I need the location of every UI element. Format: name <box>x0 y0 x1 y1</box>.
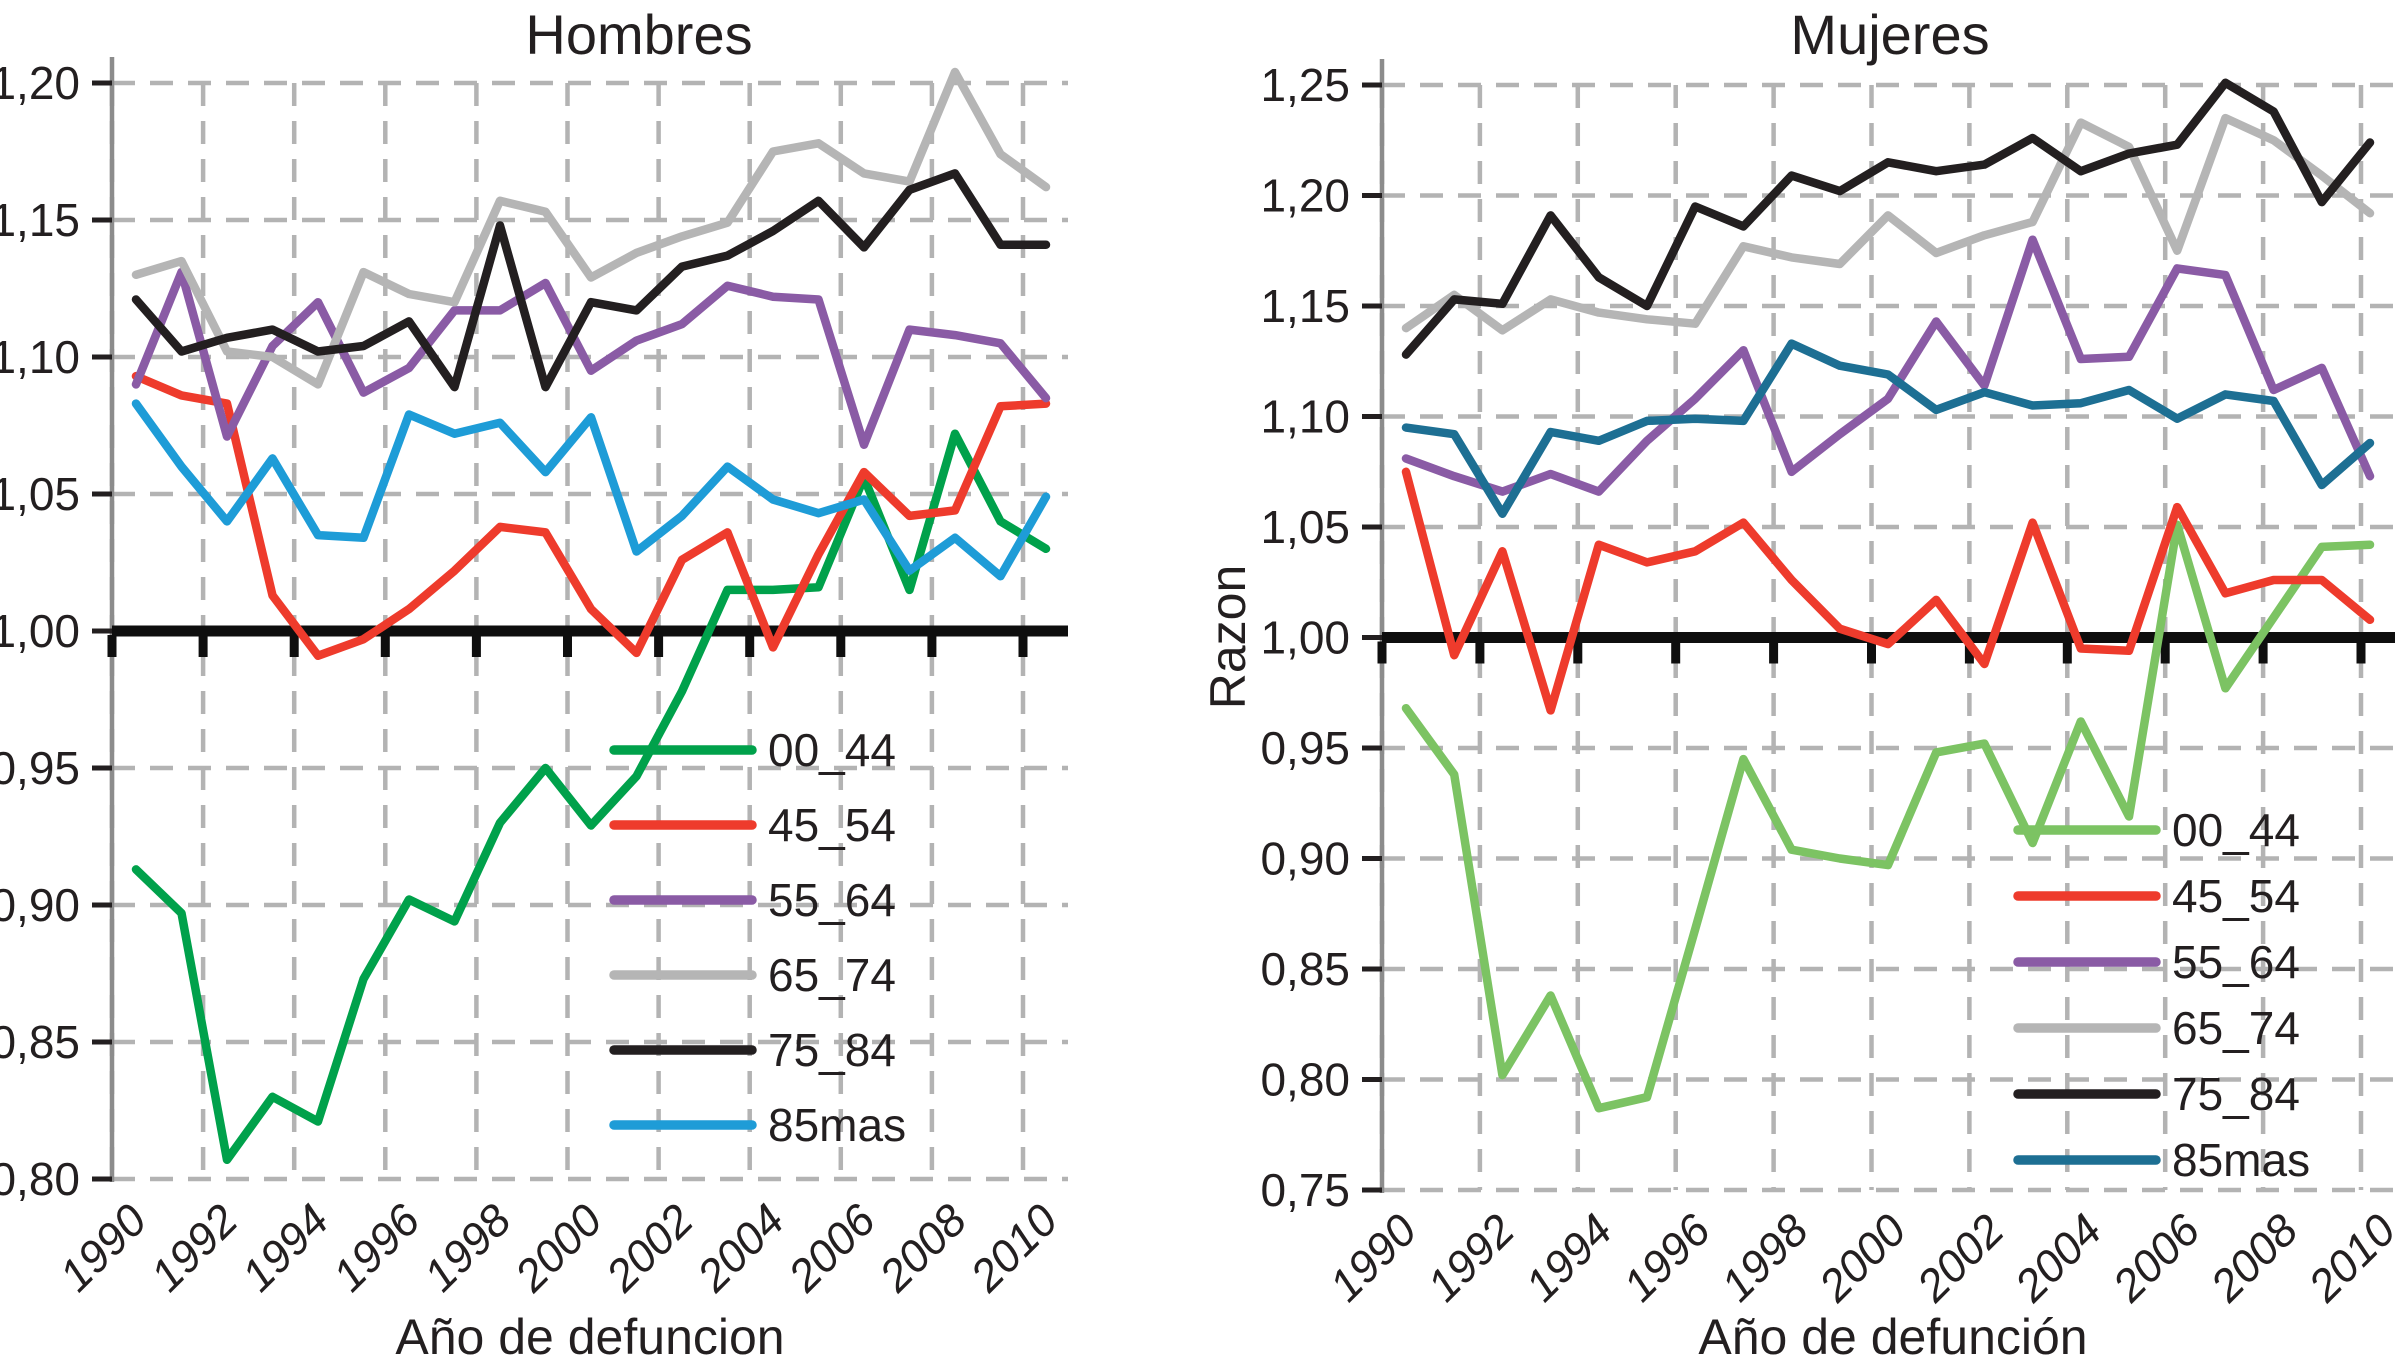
x-tick-label: 1994 <box>1515 1204 1622 1311</box>
legend-label-45_54: 45_54 <box>2172 870 2300 922</box>
x-tick-label: 1998 <box>414 1194 521 1301</box>
right-panel-title: Mujeres <box>1790 3 1990 66</box>
legend-item-75_84: 75_84 <box>609 1024 896 1076</box>
x-tick-label: 2000 <box>504 1194 612 1302</box>
legend-label-00_44: 00_44 <box>2172 804 2300 856</box>
x-tick-label: 2002 <box>595 1194 703 1302</box>
right-y-axis-label: Razon <box>1200 564 1256 710</box>
x-tick-label: 1990 <box>49 1194 156 1301</box>
y-tick-label: 1,05 <box>0 468 80 520</box>
y-tick-label: 1,20 <box>1260 170 1350 222</box>
series-line-75_84 <box>1401 78 2375 359</box>
left-panel-title: Hombres <box>525 3 753 66</box>
legend-item-55_64: 55_64 <box>609 874 896 926</box>
x-tick-label: 2008 <box>2200 1204 2308 1312</box>
y-tick-label: 1,25 <box>1260 59 1350 111</box>
legend-item-45_54: 45_54 <box>609 799 896 851</box>
series-line-85mas <box>131 399 1051 581</box>
legend-label-85mas: 85mas <box>768 1099 906 1151</box>
legend-item-00_44: 00_44 <box>2013 804 2300 856</box>
legend-label-00_44: 00_44 <box>768 724 896 776</box>
series-line-45_54 <box>1401 467 2375 715</box>
y-tick-label: 0,95 <box>1260 722 1350 774</box>
x-tick-label: 1996 <box>323 1194 431 1302</box>
x-tick-label: 1992 <box>141 1194 248 1301</box>
x-tick-label: 1996 <box>1613 1204 1721 1312</box>
y-tick-label: 0,80 <box>0 1153 80 1205</box>
x-tick-label: 2002 <box>1906 1204 2014 1312</box>
x-tick-label: 2010 <box>2298 1204 2397 1312</box>
panel-hombres: 0,80 0,85 0,90 0,95 1,00 1,05 1,10 1,15 1,20 1990… <box>0 57 1068 1302</box>
series-line-65_74 <box>131 67 1051 389</box>
legend-label-65_74: 65_74 <box>768 949 896 1001</box>
legend-item-65_74: 65_74 <box>2013 1002 2300 1054</box>
legend-label-55_64: 55_64 <box>768 874 896 926</box>
x-tick-label: 2004 <box>2004 1204 2112 1312</box>
legend-item-85mas: 85mas <box>609 1099 906 1151</box>
y-tick-label: 0,75 <box>1260 1164 1350 1216</box>
series-line-85mas <box>1401 339 2375 518</box>
y-tick-label: 1,15 <box>1260 280 1350 332</box>
x-tick-label: 2008 <box>869 1194 977 1302</box>
y-tick-label: 1,05 <box>1260 501 1350 553</box>
y-tick-label: 1,00 <box>1260 612 1350 664</box>
legend-label-55_64: 55_64 <box>2172 936 2300 988</box>
legend-item-55_64: 55_64 <box>2013 936 2300 988</box>
x-tick-label: 2006 <box>2102 1204 2210 1312</box>
x-tick-label: 2004 <box>686 1194 794 1302</box>
x-tick-label: 1992 <box>1417 1204 1524 1311</box>
legend-label-85mas: 85mas <box>2172 1134 2310 1186</box>
y-tick-label: 0,90 <box>0 879 80 931</box>
legend-item-85mas: 85mas <box>2013 1134 2310 1186</box>
legend-label-75_84: 75_84 <box>2172 1068 2300 1120</box>
legend-label-45_54: 45_54 <box>768 799 896 851</box>
y-tick-label: 0,90 <box>1260 833 1350 885</box>
legend-item-65_74: 65_74 <box>609 949 896 1001</box>
x-tick-label: 1990 <box>1319 1204 1426 1311</box>
right-x-axis-label: Año de defunción <box>1698 1309 2088 1365</box>
legend-item-75_84: 75_84 <box>2013 1068 2300 1120</box>
y-tick-label: 0,85 <box>0 1016 80 1068</box>
y-tick-label: 1,15 <box>0 194 80 246</box>
series-line-65_74 <box>1401 113 2375 335</box>
series-line-55_64 <box>1401 235 2375 496</box>
y-tick-label: 0,85 <box>1260 943 1350 995</box>
series-line-00_44 <box>131 429 1051 1165</box>
x-tick-label: 1998 <box>1711 1204 1818 1311</box>
left-x-axis-label: Año de defuncion <box>395 1309 785 1365</box>
y-tick-label: 0,80 <box>1260 1054 1350 1106</box>
legend-item-45_54: 45_54 <box>2013 870 2300 922</box>
y-tick-label: 1,00 <box>0 605 80 657</box>
y-tick-label: 1,10 <box>0 331 80 383</box>
panel-mujeres: 0,75 0,80 0,85 0,90 0,95 1,00 1,05 1,10 1,15 1,20… <box>1260 59 2397 1312</box>
y-tick-label: 1,20 <box>0 57 80 109</box>
x-tick-label: 2006 <box>778 1194 886 1302</box>
legend-label-75_84: 75_84 <box>768 1024 896 1076</box>
legend-item-00_44: 00_44 <box>609 724 896 776</box>
y-tick-label: 1,10 <box>1260 391 1350 443</box>
y-tick-label: 0,95 <box>0 742 80 794</box>
series-line-55_64 <box>131 267 1051 449</box>
series-line-00_44 <box>1401 520 2375 1113</box>
series-line-75_84 <box>131 169 1051 392</box>
series-line-45_54 <box>131 371 1051 660</box>
x-tick-label: 1994 <box>232 1194 339 1301</box>
x-tick-label: 2000 <box>1808 1204 1916 1312</box>
legend-label-65_74: 65_74 <box>2172 1002 2300 1054</box>
x-tick-label: 2010 <box>960 1194 1068 1302</box>
